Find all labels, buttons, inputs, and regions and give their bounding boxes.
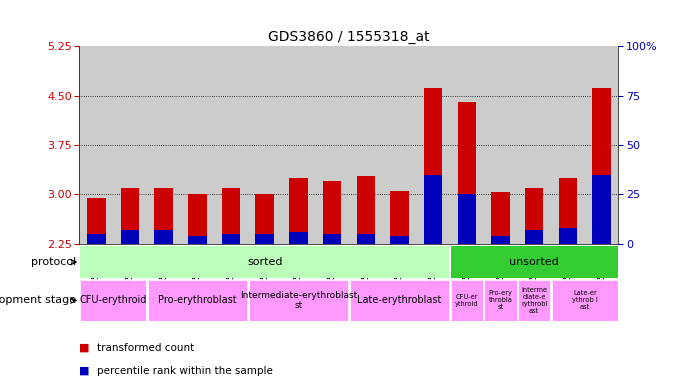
Bar [592,175,611,244]
Text: CFU-erythroid: CFU-erythroid [79,295,147,306]
Bar [154,188,173,244]
Bar [121,230,140,244]
Bar [551,280,618,321]
Bar [357,176,375,244]
Bar [222,234,240,244]
Bar [484,280,517,321]
Bar [390,236,409,244]
Bar [256,234,274,244]
Text: Pro-erythroblast: Pro-erythroblast [158,295,237,306]
Bar [350,280,449,321]
Text: percentile rank within the sample: percentile rank within the sample [97,366,273,376]
Bar [558,228,577,244]
Bar [424,88,442,244]
Text: ■: ■ [79,366,90,376]
Text: CFU-er
ythroid: CFU-er ythroid [455,294,479,307]
Bar [558,178,577,244]
Text: ■: ■ [79,343,90,353]
Bar [457,194,476,244]
Bar [451,246,618,278]
Text: development stage: development stage [0,295,76,306]
Bar [80,246,449,278]
Bar [289,178,307,244]
Bar [256,194,274,244]
Bar [147,280,247,321]
Text: Late-erythroblast: Late-erythroblast [357,295,442,306]
Bar [87,234,106,244]
Bar [249,280,348,321]
Bar [592,88,611,244]
Bar [525,230,544,244]
Bar [491,192,510,244]
Bar [87,198,106,244]
Text: transformed count: transformed count [97,343,194,353]
Bar [491,236,510,244]
Text: Interme
diate-e
rythrobl
ast: Interme diate-e rythrobl ast [521,287,547,314]
Bar [154,230,173,244]
Title: GDS3860 / 1555318_at: GDS3860 / 1555318_at [268,30,430,44]
Bar [457,102,476,244]
Bar [451,280,483,321]
Text: Late-er
ythrob l
ast: Late-er ythrob l ast [572,290,598,311]
Bar [357,234,375,244]
Bar [424,175,442,244]
Text: Intermediate-erythroblast
st: Intermediate-erythroblast st [240,291,357,310]
Text: sorted: sorted [247,257,283,267]
Bar [390,191,409,244]
Bar [323,234,341,244]
Bar [289,232,307,244]
Text: unsorted: unsorted [509,257,559,267]
Bar [121,188,140,244]
Bar [525,188,544,244]
Text: protocol: protocol [31,257,76,267]
Bar [188,194,207,244]
Bar [323,181,341,244]
Bar [188,236,207,244]
Bar [222,188,240,244]
Text: Pro-ery
throbla
st: Pro-ery throbla st [489,290,513,311]
Bar [80,280,146,321]
Bar [518,280,551,321]
